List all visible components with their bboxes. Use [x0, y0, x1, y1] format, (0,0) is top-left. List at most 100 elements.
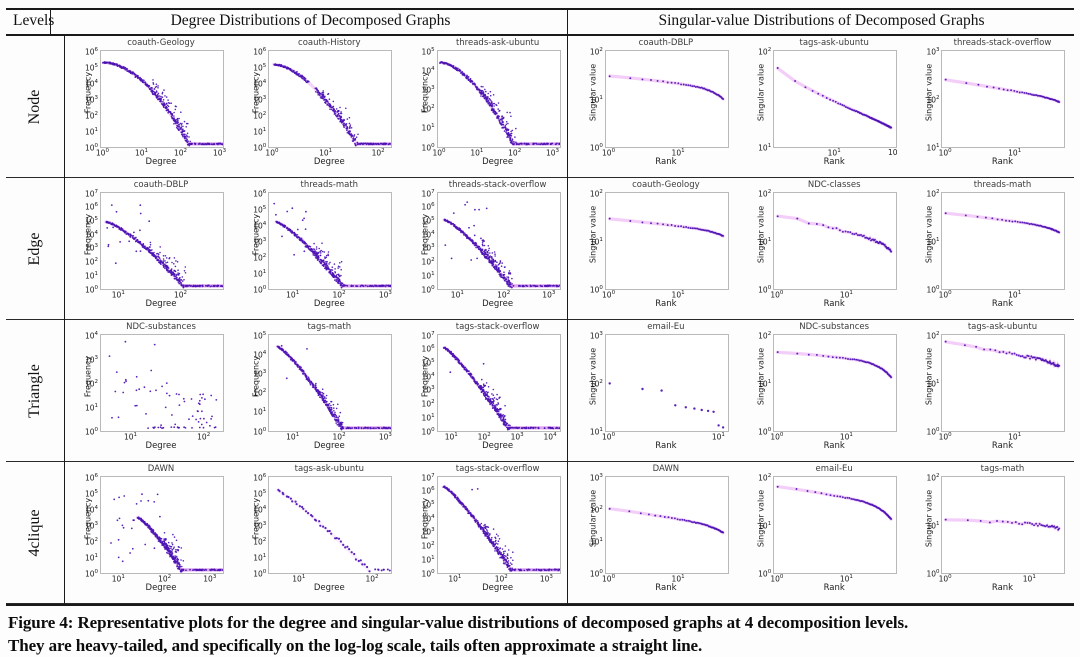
y-tick-label: 102 [421, 399, 435, 409]
y-tick-label: 101 [758, 378, 772, 388]
y-tick-label: 103 [421, 243, 435, 253]
y-tick-label: 104 [421, 371, 435, 382]
y-tick-label: 104 [421, 229, 435, 240]
plot-canvas [436, 476, 561, 574]
plot-threads-math: threads-math Frequency 106 105 104 103 102 101 1… [232, 178, 400, 319]
plot-title: threads-stack-overflow [953, 38, 1052, 48]
section-divider [567, 10, 568, 604]
y-tick-label: 104 [253, 220, 267, 230]
x-tick-label: 101 [671, 574, 685, 584]
x-axis-label: Rank [823, 441, 845, 451]
x-tick-label: 100 [602, 148, 616, 158]
y-tick-label: 102 [84, 378, 98, 388]
x-tick-label: 101 [711, 432, 725, 442]
x-tick-label: 103 [542, 290, 556, 300]
x-axis-label: Degree [482, 299, 514, 309]
y-tick-label: 102 [926, 94, 940, 104]
x-axis-label: Rank [655, 583, 677, 593]
plots-triangle: NDC-substances Frequency 104 103 102 101 100 10… [64, 320, 1074, 461]
plot-coauth-DBLP: coauth-DBLP Singular value 102 101 100 100 101… [569, 36, 737, 177]
y-tick-label: 101 [758, 236, 772, 246]
plot-title: coauth-Geology [127, 38, 195, 48]
y-tick-label: 100 [589, 284, 603, 294]
plot-threads-math: threads-math Singular value 102 101 100 100 10… [905, 178, 1073, 319]
y-tick-label: 101 [926, 236, 940, 246]
y-tick-label: 102 [253, 388, 267, 398]
plot-coauth-Geology: coauth-Geology Singular value 102 101 100 100… [569, 178, 737, 319]
y-tick-label: 103 [253, 236, 267, 246]
x-tick-label: 101 [839, 574, 853, 584]
plot-canvas [941, 192, 1066, 290]
x-tick-label: 102 [197, 432, 211, 442]
plot-title: tags-stack-overflow [455, 322, 540, 332]
y-tick-label: 101 [758, 142, 772, 152]
x-axis-label: Degree [313, 157, 345, 167]
y-tick-label: 101 [926, 142, 940, 152]
x-tick-label: 100 [602, 574, 616, 584]
y-tick-label: 102 [589, 378, 603, 388]
y-tick-label: 105 [84, 215, 98, 226]
y-tick-label: 100 [758, 568, 772, 578]
y-tick-label: 100 [421, 568, 435, 578]
y-tick-label: 101 [589, 426, 603, 436]
degree-section-header: Degree Distributions of Decomposed Graph… [170, 12, 451, 29]
plot-tags-math: tags-math Frequency 105 104 103 102 101 100 101 1… [232, 320, 400, 461]
plot-DAWN: DAWN Frequency 106 105 104 103 102 101 100 101 102… [64, 462, 232, 603]
y-tick-label: 100 [253, 284, 267, 294]
y-tick-label: 103 [421, 527, 435, 537]
row-label-edge: Edge [6, 178, 64, 319]
y-tick-label: 102 [758, 46, 772, 56]
y-axis-label: Singular value [756, 205, 766, 264]
plot-canvas [604, 334, 729, 432]
x-axis-label: Rank [991, 299, 1014, 309]
y-tick-label: 102 [758, 188, 772, 198]
plots-node: coauth-Geology Frequency 106 105 104 103 102 10… [64, 36, 1074, 177]
x-tick-label: 102 [365, 574, 379, 584]
y-tick-label: 102 [589, 46, 603, 56]
plot-title: tags-math [980, 464, 1025, 474]
x-tick-label: 101 [444, 432, 458, 442]
y-tick-label: 104 [84, 330, 98, 340]
y-tick-label: 101 [589, 94, 603, 104]
x-tick-label: 100 [938, 290, 952, 300]
x-tick-label: 103 [378, 290, 392, 300]
y-tick-label: 102 [421, 257, 435, 267]
y-tick-label: 103 [589, 330, 603, 340]
x-tick-label: 101 [111, 574, 125, 584]
y-tick-label: 103 [84, 354, 98, 364]
y-tick-label: 100 [84, 568, 98, 578]
y-tick-label: 101 [926, 378, 940, 388]
x-tick-label: 102 [173, 290, 188, 300]
y-tick-label: 106 [253, 46, 267, 56]
y-tick-label: 102 [758, 472, 772, 482]
y-tick-label: 100 [758, 426, 772, 436]
row-4clique: 4clique DAWN Frequency 106 105 104 103 102 101 1… [6, 462, 1074, 604]
y-tick-label: 100 [84, 284, 98, 294]
plot-canvas [100, 192, 224, 290]
plot-title: tags-stack-overflow [455, 464, 540, 474]
y-tick-label: 101 [589, 536, 603, 546]
x-tick-label: 101 [1008, 290, 1022, 300]
table-header: Levels Degree Distributions of Decompose… [6, 10, 1074, 36]
y-tick-label: 103 [253, 368, 267, 379]
x-tick-label: 101 [123, 432, 138, 442]
x-axis-label: Rank [655, 157, 677, 167]
plot-tags-stack-overflow: tags-stack-overflow Frequency 107 106 105 104… [401, 320, 569, 461]
x-tick-label: 102 [371, 148, 385, 158]
x-axis-label: Rank [991, 583, 1014, 593]
x-tick-label: 103 [539, 574, 553, 584]
y-tick-label: 102 [84, 110, 98, 120]
y-tick-label: 106 [84, 202, 98, 212]
y-tick-label: 101 [926, 520, 940, 530]
plots-4clique: DAWN Frequency 106 105 104 103 102 101 100 101 102… [64, 462, 1074, 603]
y-tick-label: 102 [253, 536, 267, 546]
y-axis-label: Singular value [924, 489, 934, 548]
y-tick-label: 103 [253, 520, 267, 530]
y-tick-label: 107 [421, 472, 435, 482]
y-tick-label: 101 [758, 520, 772, 530]
y-tick-label: 100 [421, 426, 435, 436]
plot-canvas [941, 334, 1066, 432]
y-tick-label: 101 [84, 402, 98, 412]
plots-edge: coauth-DBLP Frequency 107 106 105 104 103 102 10… [64, 178, 1074, 319]
y-tick-label: 102 [926, 188, 940, 198]
